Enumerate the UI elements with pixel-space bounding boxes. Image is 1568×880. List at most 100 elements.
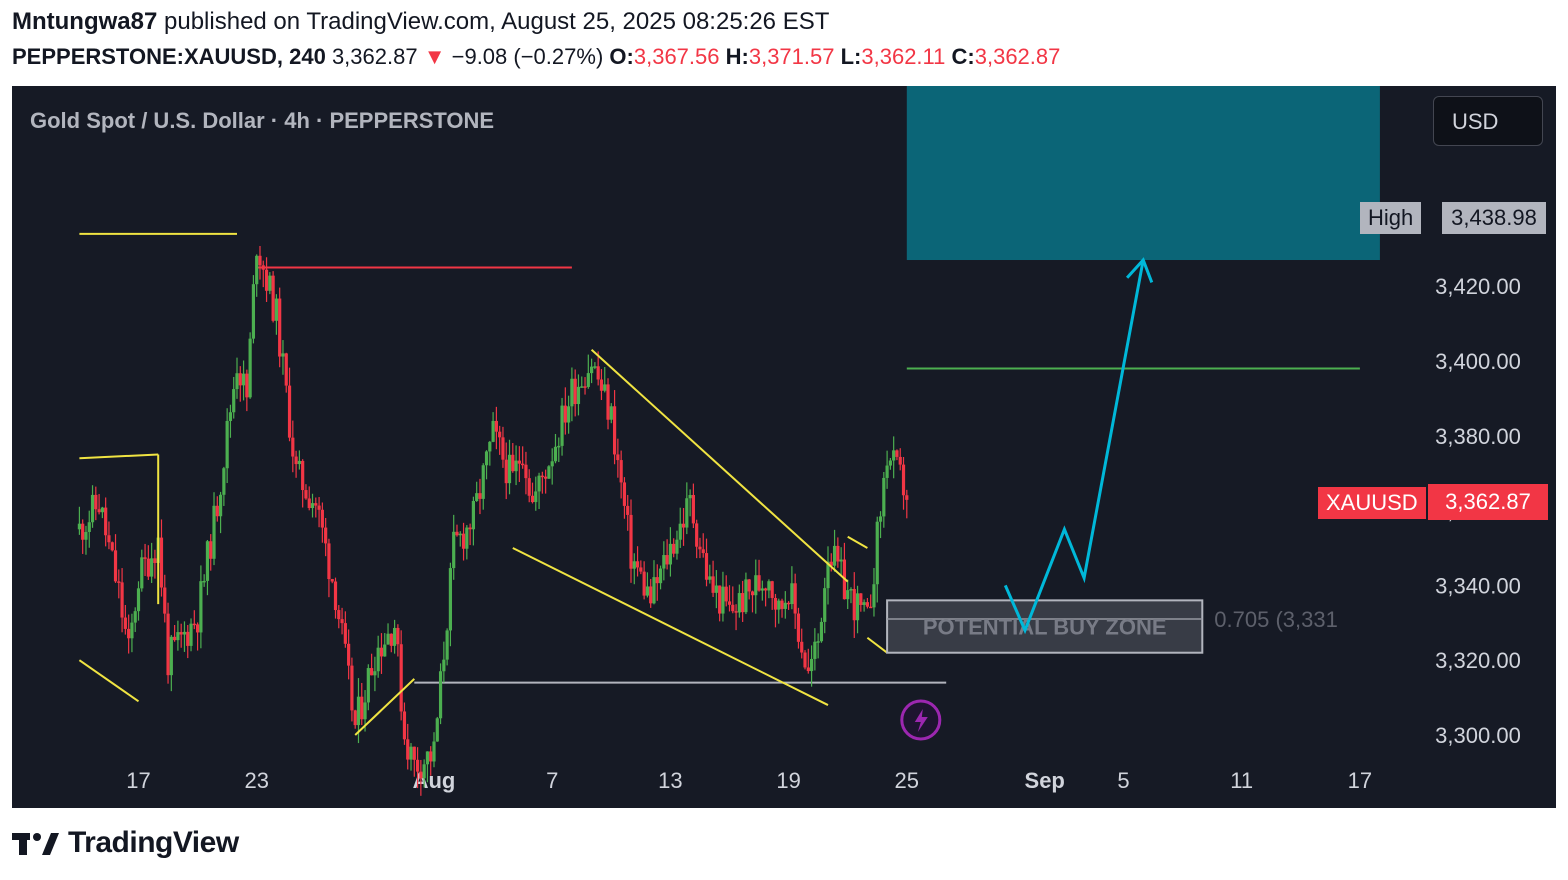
candle-body (803, 652, 807, 668)
candle-body (84, 531, 88, 540)
candle-body (291, 437, 295, 457)
candle-body (872, 584, 876, 608)
candle-body (97, 509, 101, 513)
candle-body (809, 658, 814, 672)
candle-body (714, 585, 718, 593)
pattern-line-rise-line (354, 678, 415, 736)
candle-body (393, 627, 397, 646)
candle-body (626, 505, 630, 515)
candle-body (235, 373, 239, 390)
candle-body (895, 450, 899, 457)
candle-body (819, 621, 824, 642)
candle-body (192, 623, 196, 626)
high-marker-label: High (1360, 202, 1422, 234)
candle-body (491, 420, 495, 442)
price-chart[interactable]: 3,300.003,320.003,340.003,360.003,380.00… (12, 86, 1556, 808)
publish-line: Mntungwa87 published on TradingView.com,… (12, 8, 829, 36)
candle-body (120, 582, 124, 618)
candle-body (616, 454, 620, 461)
x-tick-label: 19 (776, 768, 800, 793)
candle-body (225, 420, 229, 469)
candle-body (580, 386, 584, 388)
open-label: O: (609, 44, 634, 69)
candle-body (189, 623, 193, 646)
candle-body (878, 516, 883, 522)
tradingview-footer: TradingView (12, 826, 239, 860)
candle-body (537, 475, 541, 492)
candle-body (396, 627, 400, 645)
candle-body (205, 541, 210, 581)
candle-body (567, 406, 571, 423)
candle-body (199, 581, 203, 633)
candle-body (281, 353, 285, 357)
candle-body (796, 613, 801, 642)
candle-body (737, 593, 741, 613)
candle-body (310, 503, 315, 509)
candle-body (366, 668, 370, 703)
candle-body (501, 437, 505, 460)
tradingview-logo-icon (12, 833, 59, 855)
candle-body (757, 575, 761, 591)
candle-body (435, 718, 439, 742)
candle-body (81, 523, 85, 540)
candle-body (691, 494, 695, 524)
candle-body (885, 465, 889, 478)
pattern-line-triangle-left-top (79, 453, 159, 460)
candle-body (862, 602, 866, 605)
candle-body (632, 561, 636, 569)
last-price: 3,362.87 (331, 44, 418, 69)
candle-body (593, 366, 597, 368)
candle-body (852, 589, 856, 621)
y-tick-label: 3,420.00 (1435, 274, 1521, 299)
candle-body (619, 460, 623, 483)
candle-body (153, 558, 157, 563)
candle-body (688, 494, 692, 499)
candle-body (550, 461, 554, 467)
candle-body (94, 494, 98, 510)
candle-body (402, 711, 407, 740)
candle-body (514, 460, 518, 472)
candle-body (826, 561, 830, 589)
candle-body (806, 667, 810, 672)
candle-body (471, 500, 475, 530)
candle-body (599, 379, 604, 391)
candle-body (695, 523, 699, 547)
candle-body (337, 610, 341, 620)
candle-body (560, 405, 564, 446)
candle-body (465, 527, 469, 549)
pattern-line-falling-wedge-lower (512, 547, 829, 706)
candle-body (356, 696, 361, 726)
candle-body (836, 545, 840, 562)
candle-body (327, 543, 331, 580)
x-tick-label: 23 (244, 768, 268, 793)
candle-body (333, 581, 338, 611)
candle-body (222, 468, 226, 495)
candle-body (573, 378, 577, 405)
candle-body (399, 644, 403, 712)
pattern-line-falling-wedge-upper (590, 349, 849, 583)
x-tick-label: 17 (1348, 768, 1372, 793)
candle-body (675, 539, 679, 554)
close-value: 3,362.87 (974, 44, 1061, 69)
candle-body (754, 575, 758, 596)
candle-body (383, 644, 387, 657)
currency-button[interactable]: USD (1433, 96, 1543, 146)
candle-body (458, 533, 462, 536)
author-name[interactable]: Mntungwa87 (12, 8, 158, 35)
candle-body (432, 741, 436, 762)
high-label: H: (725, 44, 749, 69)
candle-body (764, 588, 768, 591)
candle-body (787, 602, 791, 605)
candle-body (530, 495, 535, 503)
candle-body (635, 561, 640, 568)
candle-body (475, 493, 479, 501)
buy-zone-label: POTENTIAL BUY ZONE (923, 615, 1167, 640)
candle-body (668, 543, 672, 565)
candle-body (839, 559, 843, 562)
candle-body (727, 601, 732, 605)
candle-body (452, 531, 456, 569)
candle-body (875, 521, 879, 585)
chart-pane[interactable]: 3,300.003,320.003,340.003,360.003,380.00… (12, 86, 1556, 808)
candle-body (455, 531, 459, 536)
candle-body (379, 647, 384, 657)
